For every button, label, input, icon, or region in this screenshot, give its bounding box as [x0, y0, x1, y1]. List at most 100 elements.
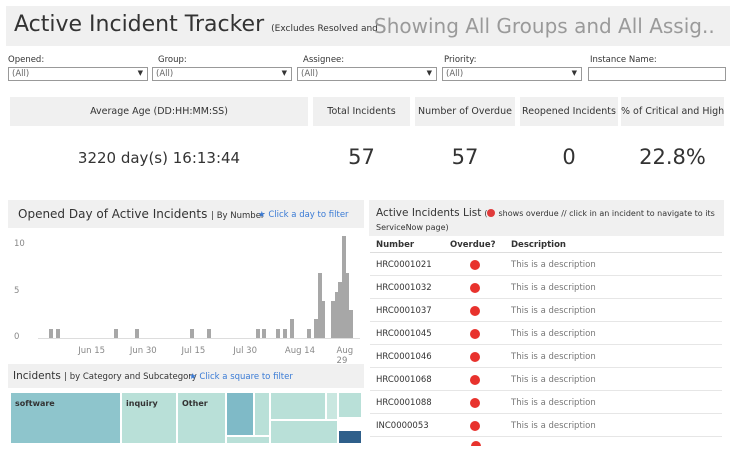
- treemap-label-inquiry: inquiry: [126, 399, 158, 408]
- list-title-note: shows overdue // click in an incident to…: [376, 209, 715, 232]
- treemap-hint-text: Click a square to filter: [199, 372, 293, 382]
- bar[interactable]: [338, 282, 343, 338]
- filter-opened-label: Opened:: [8, 55, 45, 65]
- bar[interactable]: [290, 319, 294, 338]
- treemap-label-software: software: [15, 399, 55, 408]
- overdue-dot-icon: [487, 209, 496, 217]
- bar[interactable]: [334, 291, 339, 338]
- list-title-paren: (: [484, 209, 488, 218]
- filter-summary-title: Showing All Groups and All Assig..: [374, 14, 715, 38]
- treemap-cell[interactable]: [338, 392, 362, 418]
- treemap-cell-inquiry[interactable]: inquiry: [121, 392, 177, 444]
- treemap-cell[interactable]: [226, 436, 270, 444]
- treemap-title-text: Incidents: [13, 370, 61, 382]
- bar[interactable]: [307, 328, 312, 338]
- bar[interactable]: [283, 328, 288, 338]
- kpi-overdue-label: Number of Overdue: [415, 97, 515, 126]
- kpi-average-age-label: Average Age (DD:HH:MM:SS): [10, 97, 308, 126]
- x-tick-label: Jun 30: [129, 346, 157, 356]
- incident-number[interactable]: HRC0001032: [376, 283, 432, 293]
- incident-number[interactable]: HRC0001037: [376, 306, 432, 316]
- table-row[interactable]: HRC0001068 This is a description: [370, 368, 722, 391]
- table-row[interactable]: HRC0001045 This is a description: [370, 322, 722, 345]
- treemap-cell-other[interactable]: Other: [177, 392, 226, 444]
- chart-filter-hint[interactable]: ★ Click a day to filter: [258, 210, 349, 220]
- star-icon: ★: [258, 210, 266, 220]
- bar[interactable]: [341, 236, 346, 338]
- x-tick-label: Jul 15: [181, 346, 206, 356]
- incident-number[interactable]: HRC0001045: [376, 329, 432, 339]
- treemap-cell[interactable]: [270, 420, 338, 444]
- x-tick-label: Jul 30: [233, 346, 257, 356]
- incident-number[interactable]: HRC0001021: [376, 260, 432, 270]
- column-number: Number: [376, 240, 415, 250]
- incident-number[interactable]: INC0000053: [376, 421, 429, 431]
- bar[interactable]: [321, 300, 325, 338]
- bar-chart[interactable]: 10 5 0 Jun 15 Jun 30 Jul 15 Jul 30 Aug 14 Aug 29: [8, 232, 364, 366]
- treemap-cell[interactable]: [338, 430, 362, 444]
- bar[interactable]: [348, 310, 353, 338]
- incident-description: This is a description: [511, 283, 596, 293]
- kpi-overdue-value: 57: [451, 145, 479, 169]
- group-select-value: (All): [156, 69, 174, 79]
- overdue-dot-icon: [470, 398, 480, 408]
- bar[interactable]: [314, 319, 319, 338]
- filter-group-label: Group:: [158, 55, 187, 65]
- y-tick-label: 10: [14, 239, 25, 250]
- bar[interactable]: [317, 273, 322, 338]
- incident-description: This is a description: [511, 306, 596, 316]
- assignee-select[interactable]: (All) ▼: [297, 67, 437, 81]
- y-tick-label: 5: [14, 285, 20, 296]
- treemap-filter-hint[interactable]: ★ Click a square to filter: [189, 372, 293, 382]
- table-row[interactable]: HRC0001021 This is a description: [370, 253, 722, 276]
- x-tick-label: Aug 14: [284, 346, 315, 356]
- overdue-dot-icon: [471, 441, 481, 446]
- bar[interactable]: [48, 328, 53, 338]
- treemap-cell-software[interactable]: software: [10, 392, 121, 444]
- overdue-dot-icon: [470, 260, 480, 270]
- overdue-dot-icon: [470, 329, 480, 339]
- filter-instance-label: Instance Name:: [590, 55, 657, 65]
- priority-select[interactable]: (All) ▼: [442, 67, 582, 81]
- table-row[interactable]: HRC0001037 This is a description: [370, 299, 722, 322]
- instance-name-input[interactable]: [588, 67, 726, 81]
- treemap-cell[interactable]: [326, 392, 338, 420]
- treemap-panel-header: [8, 364, 364, 388]
- bar[interactable]: [345, 273, 350, 338]
- table-row[interactable]: HRC0001032 This is a description: [370, 276, 722, 299]
- bar[interactable]: [262, 328, 267, 338]
- bar[interactable]: [55, 328, 60, 338]
- bar[interactable]: [135, 328, 139, 338]
- bar[interactable]: [276, 328, 281, 338]
- table-row[interactable]: HRC0001088 This is a description: [370, 391, 722, 414]
- table-row[interactable]: INC0000053 This is a description: [370, 414, 722, 437]
- bar[interactable]: [207, 328, 212, 338]
- filter-group: Group: (All) ▼: [152, 55, 292, 81]
- column-description: Description: [511, 240, 566, 250]
- treemap-cell[interactable]: [226, 392, 254, 436]
- table-row[interactable]: HRC0001046 This is a description: [370, 345, 722, 368]
- overdue-dot-icon: [470, 283, 480, 293]
- incident-number[interactable]: HRC0001046: [376, 352, 432, 362]
- bar[interactable]: [190, 328, 195, 338]
- chart-title-small: | By Number: [211, 211, 265, 221]
- group-select[interactable]: (All) ▼: [152, 67, 292, 81]
- kpi-reopened-value: 0: [562, 145, 576, 169]
- kpi-total-incidents-value: 57: [348, 145, 375, 169]
- overdue-dot-icon: [470, 375, 480, 385]
- treemap-cell[interactable]: [254, 392, 270, 436]
- incident-description: This is a description: [511, 421, 596, 431]
- opened-select[interactable]: (All) ▼: [8, 67, 148, 81]
- chevron-down-icon: ▼: [281, 69, 287, 77]
- bar[interactable]: [255, 328, 260, 338]
- overdue-dot-icon: [470, 352, 480, 362]
- kpi-reopened-label: Reopened Incidents: [520, 97, 618, 126]
- bar-chart-plot: 10 5 0 Jun 15 Jun 30 Jul 15 Jul 30 Aug 14 Aug 29: [8, 232, 364, 366]
- incident-number[interactable]: HRC0001068: [376, 375, 432, 385]
- bar[interactable]: [114, 328, 119, 338]
- bar[interactable]: [331, 300, 336, 338]
- x-axis-line: [38, 338, 360, 339]
- treemap-cell[interactable]: [270, 392, 326, 420]
- incident-number[interactable]: HRC0001088: [376, 398, 432, 408]
- filter-assignee: Assignee: (All) ▼: [297, 55, 437, 81]
